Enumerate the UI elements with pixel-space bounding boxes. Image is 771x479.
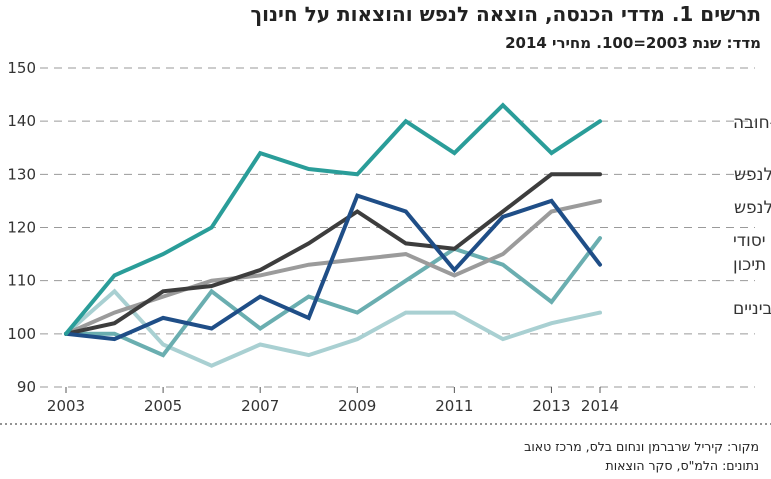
series-label: הוצאה לנפש bbox=[734, 198, 771, 218]
y-tick-label: 130 bbox=[7, 165, 36, 183]
series-line bbox=[64, 193, 602, 342]
series-line bbox=[64, 236, 602, 358]
series-label: הכנסה נטו לנפש bbox=[734, 165, 771, 185]
series-line bbox=[64, 172, 602, 336]
series-labels: טרום-חובה הכנסה נטו לנפש הוצאה לנפש יסודי תי… bbox=[733, 113, 771, 319]
x-axis-ticks: 2003 2005 2007 2009 2011 2013 2014 bbox=[47, 387, 619, 415]
y-tick-label: 110 bbox=[7, 272, 36, 290]
gridlines bbox=[40, 67, 755, 388]
series-lines bbox=[64, 102, 602, 368]
y-tick-label: 90 bbox=[17, 378, 36, 396]
series-label: טרום-חובה bbox=[733, 113, 771, 133]
x-tick-label: 2007 bbox=[241, 397, 279, 415]
y-tick-label: 100 bbox=[7, 325, 36, 343]
series-label: תיכון bbox=[733, 255, 766, 275]
series-line bbox=[64, 198, 602, 336]
x-tick-label: 2003 bbox=[47, 397, 85, 415]
chart-subtitle: מדד: שנת 2003=100. מחירי 2014 bbox=[505, 34, 761, 52]
series-line bbox=[64, 102, 602, 336]
y-tick-label: 140 bbox=[7, 112, 36, 130]
series-line bbox=[64, 288, 602, 368]
x-tick-label: 2009 bbox=[338, 397, 376, 415]
x-tick-label: 2013 bbox=[532, 397, 570, 415]
y-axis-ticks: 90 100 110 120 130 140 150 bbox=[7, 59, 36, 396]
series-label: חטיבת ביניים bbox=[733, 299, 771, 319]
x-tick-label: 2005 bbox=[144, 397, 182, 415]
data-note: נתונים: הלמ"ס, סקר הוצאות bbox=[605, 458, 759, 473]
y-tick-label: 150 bbox=[7, 59, 36, 77]
source-note: מקור: קיריל שרברמן ונחום בלס, מרכז טאוב bbox=[524, 439, 759, 454]
series-label: יסודי bbox=[733, 231, 766, 251]
x-tick-label: 2011 bbox=[435, 397, 473, 415]
footer-notes: מקור: קיריל שרברמן ונחום בלס, מרכז טאוב … bbox=[524, 437, 759, 475]
x-tick-label: 2014 bbox=[581, 397, 619, 415]
chart-title: תרשים 1. מדדי הכנסה, הוצאה לנפש והוצאות … bbox=[250, 2, 761, 26]
y-tick-label: 120 bbox=[7, 219, 36, 237]
